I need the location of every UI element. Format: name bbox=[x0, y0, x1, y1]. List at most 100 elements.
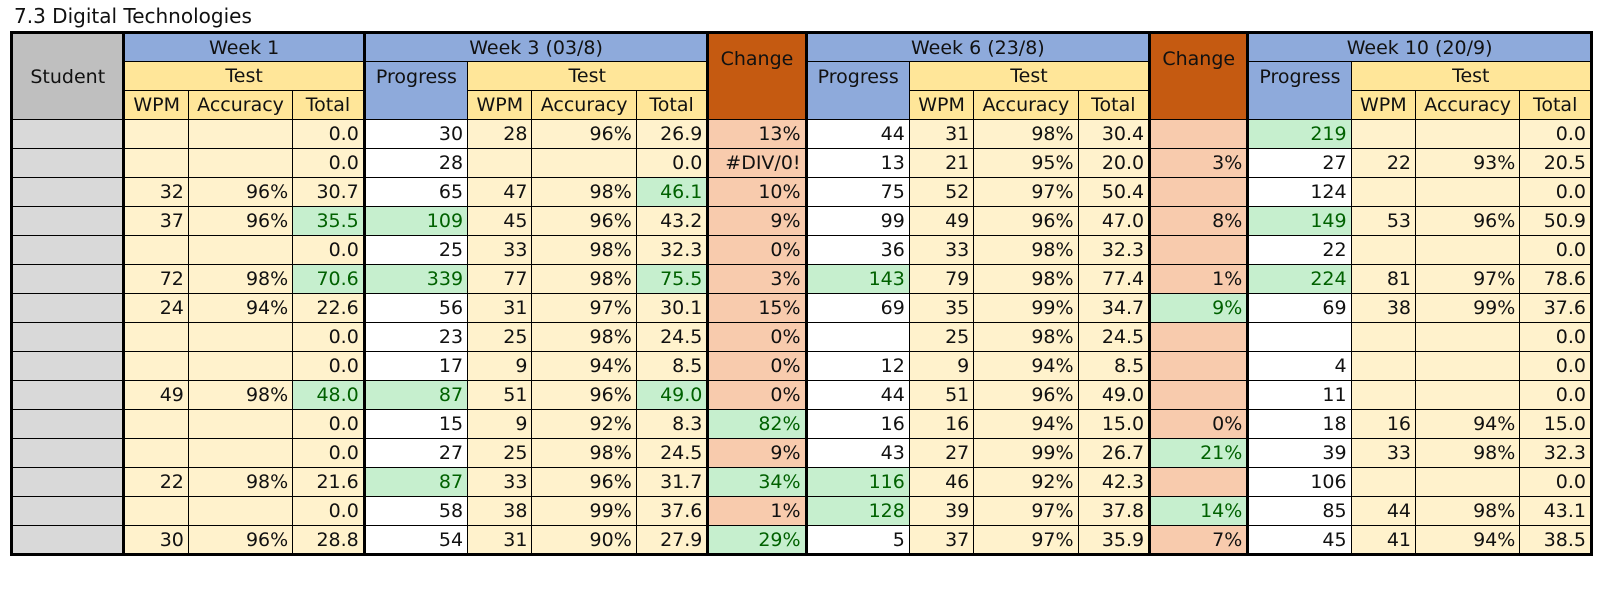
cell-student[interactable] bbox=[10, 119, 126, 149]
cell-week6-total[interactable]: 35.9 bbox=[1077, 525, 1152, 555]
cell-week3-change[interactable]: 0% bbox=[707, 380, 808, 410]
cell-week3-change[interactable]: 9% bbox=[707, 206, 808, 236]
cell-week3-accuracy[interactable]: 94% bbox=[531, 351, 637, 381]
cell-week1-total[interactable]: 0.0 bbox=[292, 409, 366, 439]
cell-week6-change[interactable] bbox=[1149, 380, 1250, 410]
cell-week3-progress[interactable]: 27 bbox=[363, 438, 469, 468]
header-week10[interactable]: Week 10 (20/9) bbox=[1247, 32, 1592, 62]
cell-week3-change[interactable]: 10% bbox=[707, 177, 808, 207]
header-change-week6[interactable]: Change bbox=[1149, 32, 1250, 120]
cell-week6-accuracy[interactable]: 92% bbox=[973, 467, 1079, 497]
cell-week10-accuracy[interactable]: 94% bbox=[1415, 409, 1521, 439]
cell-week3-total[interactable]: 8.3 bbox=[635, 409, 710, 439]
header-week10-test[interactable]: Test bbox=[1350, 61, 1593, 91]
cell-week3-wpm[interactable]: 33 bbox=[467, 235, 533, 265]
cell-week10-wpm[interactable]: 38 bbox=[1350, 293, 1417, 323]
cell-week1-accuracy[interactable] bbox=[187, 409, 294, 439]
cell-week1-accuracy[interactable] bbox=[187, 496, 294, 526]
header-week3-progress[interactable]: Progress bbox=[363, 61, 469, 120]
header-week10-progress[interactable]: Progress bbox=[1247, 61, 1352, 120]
cell-week6-change[interactable] bbox=[1149, 322, 1250, 352]
cell-week1-wpm[interactable]: 72 bbox=[123, 264, 189, 294]
cell-week1-wpm[interactable] bbox=[123, 235, 189, 265]
cell-week3-total[interactable]: 49.0 bbox=[635, 380, 710, 410]
cell-week3-total[interactable]: 8.5 bbox=[635, 351, 710, 381]
cell-week6-total[interactable]: 26.7 bbox=[1077, 438, 1152, 468]
cell-week1-accuracy[interactable]: 96% bbox=[187, 206, 294, 236]
cell-week3-change[interactable]: 34% bbox=[707, 467, 808, 497]
header-week1[interactable]: Week 1 bbox=[123, 32, 366, 62]
cell-week10-progress[interactable]: 22 bbox=[1247, 235, 1352, 265]
header-week3[interactable]: Week 3 (03/8) bbox=[363, 32, 710, 62]
cell-week1-wpm[interactable]: 22 bbox=[123, 467, 189, 497]
cell-week3-wpm[interactable]: 77 bbox=[467, 264, 533, 294]
cell-week1-wpm[interactable]: 37 bbox=[123, 206, 189, 236]
cell-week6-progress[interactable]: 12 bbox=[805, 351, 910, 381]
cell-week6-change[interactable] bbox=[1149, 119, 1250, 149]
cell-week1-wpm[interactable]: 24 bbox=[123, 293, 189, 323]
cell-week10-total[interactable]: 32.3 bbox=[1519, 438, 1592, 468]
cell-week1-total[interactable]: 0.0 bbox=[292, 322, 366, 352]
cell-week6-accuracy[interactable]: 98% bbox=[973, 235, 1079, 265]
cell-week10-wpm[interactable] bbox=[1350, 235, 1417, 265]
cell-week6-progress[interactable]: 116 bbox=[805, 467, 910, 497]
cell-week3-accuracy[interactable]: 96% bbox=[531, 119, 637, 149]
cell-week1-wpm[interactable] bbox=[123, 148, 189, 178]
cell-week10-accuracy[interactable]: 99% bbox=[1415, 293, 1521, 323]
cell-week6-accuracy[interactable]: 98% bbox=[973, 264, 1079, 294]
cell-week10-wpm[interactable] bbox=[1350, 119, 1417, 149]
cell-week6-wpm[interactable]: 79 bbox=[908, 264, 975, 294]
cell-week6-progress[interactable]: 99 bbox=[805, 206, 910, 236]
cell-student[interactable] bbox=[10, 496, 126, 526]
header-week6[interactable]: Week 6 (23/8) bbox=[805, 32, 1152, 62]
cell-week6-wpm[interactable]: 9 bbox=[908, 351, 975, 381]
cell-week3-accuracy[interactable]: 98% bbox=[531, 235, 637, 265]
cell-week10-progress[interactable]: 85 bbox=[1247, 496, 1352, 526]
cell-week3-total[interactable]: 0.0 bbox=[635, 148, 710, 178]
header-week10-total[interactable]: Total bbox=[1519, 90, 1592, 120]
cell-week1-wpm[interactable]: 49 bbox=[123, 380, 189, 410]
cell-week6-wpm[interactable]: 31 bbox=[908, 119, 975, 149]
cell-week1-total[interactable]: 0.0 bbox=[292, 235, 366, 265]
cell-week1-accuracy[interactable]: 98% bbox=[187, 380, 294, 410]
cell-week3-change[interactable]: #DIV/0! bbox=[707, 148, 808, 178]
cell-week3-accuracy[interactable]: 98% bbox=[531, 177, 637, 207]
cell-week3-accuracy[interactable]: 97% bbox=[531, 293, 637, 323]
cell-week10-wpm[interactable] bbox=[1350, 467, 1417, 497]
cell-week1-total[interactable]: 30.7 bbox=[292, 177, 366, 207]
cell-week10-total[interactable]: 0.0 bbox=[1519, 119, 1592, 149]
cell-week3-change[interactable]: 29% bbox=[707, 525, 808, 555]
cell-week1-accuracy[interactable] bbox=[187, 322, 294, 352]
cell-week10-wpm[interactable] bbox=[1350, 322, 1417, 352]
header-week6-total[interactable]: Total bbox=[1077, 90, 1152, 120]
cell-week1-wpm[interactable] bbox=[123, 119, 189, 149]
cell-week6-accuracy[interactable]: 96% bbox=[973, 206, 1079, 236]
cell-week6-progress[interactable]: 36 bbox=[805, 235, 910, 265]
cell-week3-progress[interactable]: 17 bbox=[363, 351, 469, 381]
cell-week10-progress[interactable]: 106 bbox=[1247, 467, 1352, 497]
cell-week6-wpm[interactable]: 35 bbox=[908, 293, 975, 323]
cell-week3-accuracy[interactable] bbox=[531, 148, 637, 178]
cell-week10-total[interactable]: 0.0 bbox=[1519, 380, 1592, 410]
cell-week3-total[interactable]: 31.7 bbox=[635, 467, 710, 497]
cell-week3-accuracy[interactable]: 98% bbox=[531, 264, 637, 294]
cell-week6-total[interactable]: 24.5 bbox=[1077, 322, 1152, 352]
cell-week10-wpm[interactable]: 44 bbox=[1350, 496, 1417, 526]
cell-week10-progress[interactable] bbox=[1247, 322, 1352, 352]
cell-week3-wpm[interactable]: 38 bbox=[467, 496, 533, 526]
header-week3-total[interactable]: Total bbox=[635, 90, 710, 120]
cell-week6-progress[interactable]: 16 bbox=[805, 409, 910, 439]
cell-week3-total[interactable]: 43.2 bbox=[635, 206, 710, 236]
cell-week6-change[interactable]: 0% bbox=[1149, 409, 1250, 439]
cell-week3-progress[interactable]: 58 bbox=[363, 496, 469, 526]
cell-week3-progress[interactable]: 25 bbox=[363, 235, 469, 265]
cell-week6-change[interactable]: 14% bbox=[1149, 496, 1250, 526]
cell-student[interactable] bbox=[10, 148, 126, 178]
cell-week3-accuracy[interactable]: 96% bbox=[531, 467, 637, 497]
cell-week3-wpm[interactable]: 45 bbox=[467, 206, 533, 236]
cell-week10-wpm[interactable] bbox=[1350, 351, 1417, 381]
cell-week6-progress[interactable]: 44 bbox=[805, 380, 910, 410]
cell-week6-progress[interactable]: 75 bbox=[805, 177, 910, 207]
cell-week6-change[interactable] bbox=[1149, 351, 1250, 381]
cell-student[interactable] bbox=[10, 206, 126, 236]
